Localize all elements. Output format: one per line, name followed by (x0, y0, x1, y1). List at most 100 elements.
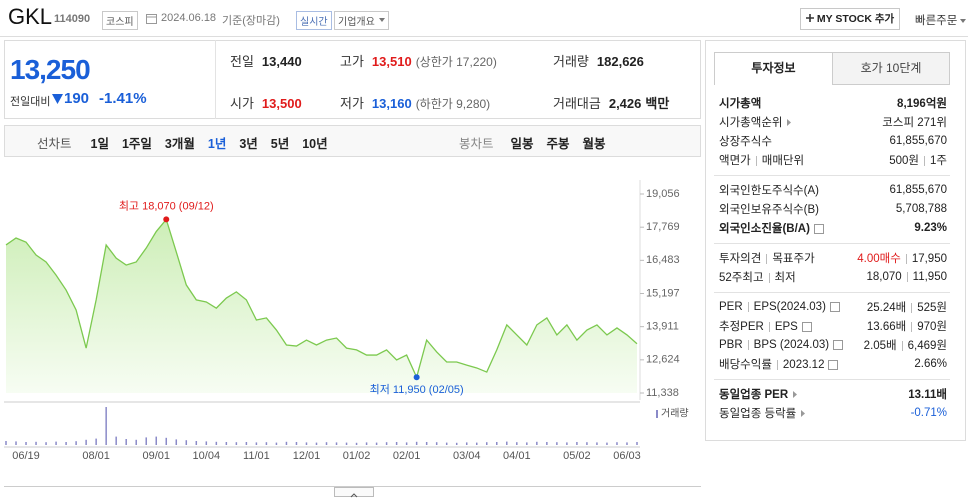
info-row: 동일업종 PER 13.11배 (719, 385, 947, 403)
help-icon[interactable] (801, 321, 812, 332)
y-tick-label: 11,338 (646, 387, 679, 399)
volume-bar (155, 436, 157, 445)
x-tick-label: 10/04 (193, 450, 221, 462)
y-tick-label: 13,911 (646, 321, 679, 333)
label-part: 매매단위 (761, 155, 805, 167)
arrow-icon (801, 410, 806, 417)
help-icon[interactable] (813, 223, 824, 234)
volume-bar (325, 442, 328, 445)
help-icon[interactable] (829, 301, 840, 312)
info-label: 외국인한도주식수(A) (719, 182, 819, 198)
help-icon[interactable] (828, 359, 839, 370)
header-divider (0, 36, 968, 37)
price-chart: 11,338 12,624 13,911 15,197 16,483 17,769 19,0… (4, 180, 689, 462)
volume-bar (195, 441, 198, 445)
value-part: 5,708,788 (895, 203, 947, 215)
price-line (5, 218, 638, 380)
quick-order-button[interactable]: 빠른주문 (915, 12, 967, 28)
volume-bar (415, 441, 418, 445)
y-tick-label: 15,197 (646, 287, 680, 299)
value-part: 6,469원 (907, 340, 947, 352)
volume-bar (365, 442, 368, 445)
info-tab[interactable]: 호가 10단계 (833, 52, 950, 85)
volume-bar (65, 442, 67, 445)
value-part: 525원 (917, 302, 947, 314)
volume-bar (225, 442, 228, 445)
realtime-button[interactable]: 실시간 (296, 11, 332, 30)
overview-dropdown[interactable]: 기업개요 (334, 11, 389, 30)
x-tick-label: 04/01 (503, 450, 531, 462)
volume-bar (506, 441, 508, 445)
volume-bar (445, 442, 448, 445)
period-tab[interactable]: 3개월 (164, 137, 195, 151)
volume-bar (5, 441, 7, 445)
volume-bar (395, 442, 398, 445)
period-tab[interactable]: 5년 (270, 137, 290, 151)
stat-value: 13,440 (261, 54, 302, 69)
volume-bar (45, 442, 47, 445)
collapse-button[interactable] (334, 487, 374, 498)
separator (755, 155, 757, 166)
info-label: 액면가 매매단위 (719, 152, 804, 168)
volume-bar (125, 439, 127, 445)
value-part: 61,855,670 (889, 135, 947, 147)
volume-bar (576, 442, 578, 445)
value-part: 500원 (889, 155, 920, 167)
info-value: 5,708,788 (896, 203, 947, 215)
x-tick-label: 06/19 (12, 450, 40, 462)
volume-bar (486, 442, 488, 445)
info-row: 추정PER EPS 13.66배 970원 (719, 317, 947, 335)
info-value: 8,196억원 (897, 95, 947, 111)
arrow-shape (787, 119, 792, 126)
help-icon[interactable] (833, 339, 844, 350)
period-tab[interactable]: 1년 (207, 137, 227, 151)
info-tab[interactable]: 투자정보 (714, 52, 833, 85)
volume-bar (526, 442, 528, 445)
info-row: 상장주식수 61,855,670 (719, 132, 947, 150)
my-stock-button[interactable]: MY STOCK 추가 (800, 8, 900, 30)
value-part: 18,070 (866, 271, 902, 283)
period-tab[interactable]: 1주일 (121, 137, 152, 151)
info-label: PBR BPS (2024.03) (719, 339, 844, 351)
value-part: 13.66배 (866, 321, 907, 333)
stat-label: 저가 (340, 96, 364, 111)
min-point (413, 374, 420, 381)
x-tick-label: 05/02 (563, 450, 591, 462)
label-part: EPS (774, 321, 798, 333)
x-tick-label: 02/01 (393, 450, 421, 462)
info-row: 52주최고 최저 18,070 11,950 (719, 268, 947, 286)
period-tab[interactable]: 10년 (302, 137, 328, 151)
stat-label: 거래대금 (553, 96, 601, 111)
info-row: 시가총액 8,196억원 (719, 94, 947, 112)
volume-bar (455, 442, 458, 445)
collapse-icon (350, 493, 358, 498)
x-tick-label: 03/04 (453, 450, 481, 462)
candle-tab[interactable]: 일봉 (510, 137, 534, 151)
info-value: 61,855,670 (889, 135, 947, 147)
volume-bar (215, 441, 218, 445)
info-value: 18,070 11,950 (866, 271, 947, 283)
y-tick-label: 12,624 (646, 354, 680, 366)
info-label: 추정PER EPS (719, 318, 812, 334)
volume-bar (135, 439, 137, 445)
x-tick-label: 11/01 (243, 450, 270, 462)
value-part: 25.24배 (866, 302, 907, 314)
my-stock-label: MY STOCK 추가 (816, 13, 895, 25)
value-part: -0.71% (910, 407, 947, 419)
separator (776, 359, 778, 370)
label-part: 투자의견 (719, 253, 762, 265)
info-value: 500원 1주 (889, 152, 947, 168)
volume-bar (235, 442, 238, 445)
candle-tab[interactable]: 주봉 (546, 137, 570, 151)
period-tab[interactable]: 1일 (90, 137, 109, 151)
stat-item: 고가 13,510 (상한가 17,220) (340, 51, 497, 70)
volume-bar (285, 441, 288, 445)
label-part: 외국인소진율(B/A) (719, 223, 810, 235)
label-part: 배당수익률 (719, 359, 772, 371)
stat-item: 거래량 182,626 (553, 51, 644, 70)
label-part: 동일업종 등락률 (719, 408, 797, 420)
volume-bar (205, 441, 208, 445)
period-tab[interactable]: 3년 (239, 137, 258, 151)
candle-tab[interactable]: 월봉 (582, 137, 606, 151)
